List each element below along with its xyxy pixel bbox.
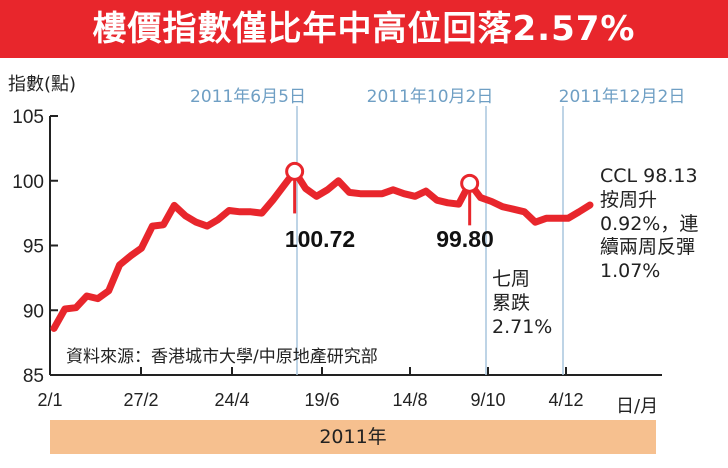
y-tick-label: 90 xyxy=(23,301,44,322)
y-tick-label: 85 xyxy=(23,366,44,387)
y-tick-label: 105 xyxy=(12,107,44,128)
x-tick-label: 24/4 xyxy=(214,390,249,410)
ccl-annotation: CCL 98.13 按周升 0.92%，連 續兩周反彈 1.07% xyxy=(600,165,698,284)
annotation-line: 累跌 xyxy=(492,291,531,314)
peak-value-label: 99.80 xyxy=(436,226,494,252)
peak-value-label: 100.72 xyxy=(285,226,355,252)
title-band xyxy=(0,0,728,58)
annotation-line: 1.07% xyxy=(600,260,661,282)
x-axis-unit: 日/月 xyxy=(616,396,659,417)
y-axis-label: 指數(點) xyxy=(8,74,77,95)
x-tick-label: 4/12 xyxy=(548,390,583,410)
annotation-line: 按周升 xyxy=(600,188,658,211)
peak-marker xyxy=(285,161,305,181)
seven-week-annotation: 七周 累跌 2.71% xyxy=(492,268,552,339)
year-bar: 2011年 xyxy=(50,420,656,454)
annotation-line: CCL 98.13 xyxy=(600,165,698,187)
x-tick-label: 9/10 xyxy=(470,390,505,410)
y-tick-label: 100 xyxy=(12,172,44,193)
y-tick-label: 95 xyxy=(23,237,44,258)
peak-marker xyxy=(460,173,480,193)
year-label: 2011年 xyxy=(319,426,387,448)
x-tick-label: 14/8 xyxy=(392,390,427,410)
index-series-line xyxy=(50,167,594,332)
reference-line-label: 2011年6月5日 xyxy=(190,87,306,107)
line-chart: 105 100 95 90 85 2/1 27/2 24/4 19/6 14/8 9/10 4/12 2… xyxy=(12,87,686,410)
annotation-line: 0.92%，連 xyxy=(600,212,699,235)
x-tick-label: 2/1 xyxy=(37,390,62,410)
x-tick-label: 27/2 xyxy=(123,390,158,410)
reference-line-label: 2011年10月2日 xyxy=(367,87,494,107)
annotation-line: 2.71% xyxy=(492,315,553,338)
annotation-line: 七周 xyxy=(492,268,531,290)
annotation-line: 續兩周反彈 xyxy=(600,236,696,259)
chart-title: 樓價指數僅比年中高位回落2.57% xyxy=(92,9,636,49)
x-tick-label: 19/6 xyxy=(304,390,339,410)
source-note: 資料來源：香港城市大學/中原地產研究部 xyxy=(66,347,378,367)
reference-line-label: 2011年12月2日 xyxy=(559,87,686,107)
